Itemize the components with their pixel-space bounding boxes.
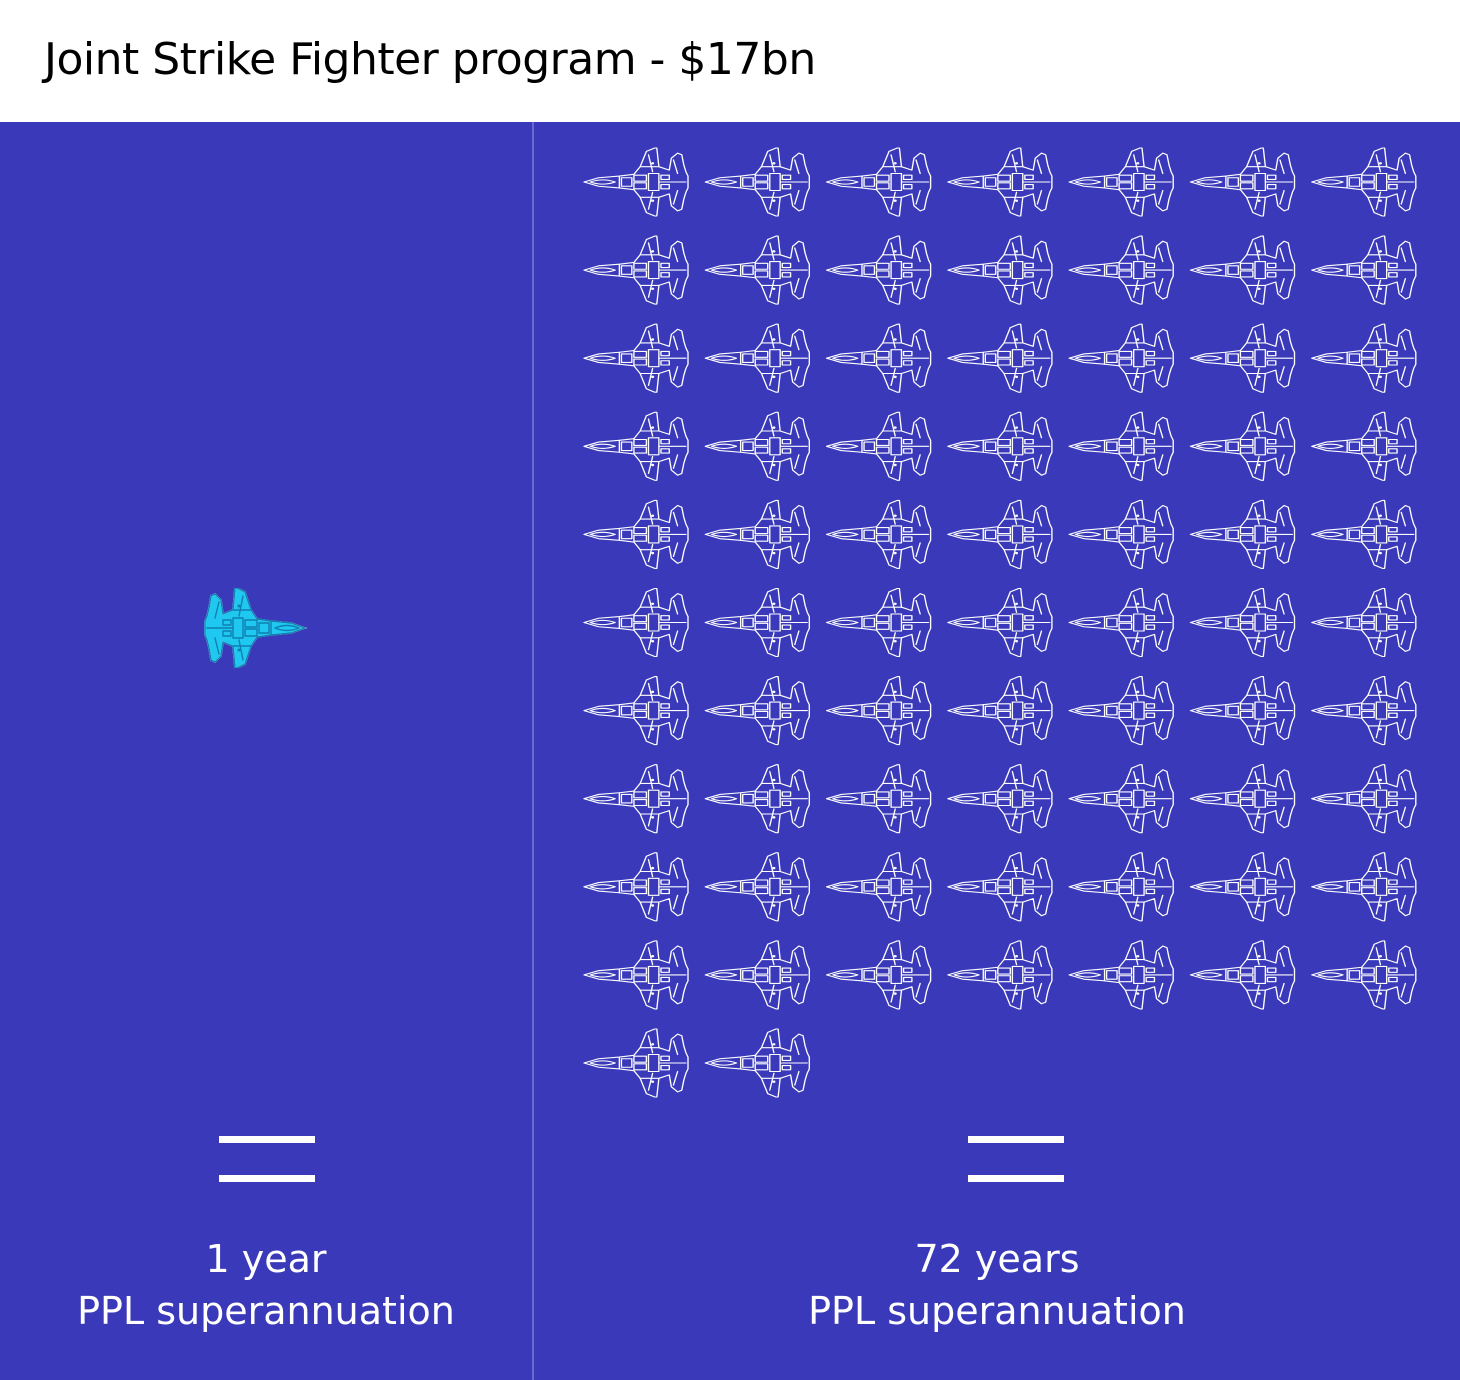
left-caption-label: PPL superannuation: [77, 1289, 455, 1333]
panel-divider: [532, 122, 534, 1380]
left-caption-years: 1 year: [205, 1237, 327, 1281]
left-panel: [0, 122, 532, 1380]
left-caption: 1 year PPL superannuation: [0, 1233, 532, 1337]
right-panel: [534, 122, 1460, 1380]
highlight-jet-icon: [204, 588, 308, 668]
equals-sign-icon: [219, 1136, 315, 1182]
right-caption-years: 72 years: [914, 1237, 1080, 1281]
equals-sign-icon: [968, 1136, 1064, 1182]
right-caption: 72 years PPL superannuation: [515, 1233, 1460, 1337]
chart-title: Joint Strike Fighter program - $17bn: [44, 34, 816, 85]
right-caption-label: PPL superannuation: [808, 1289, 1186, 1333]
